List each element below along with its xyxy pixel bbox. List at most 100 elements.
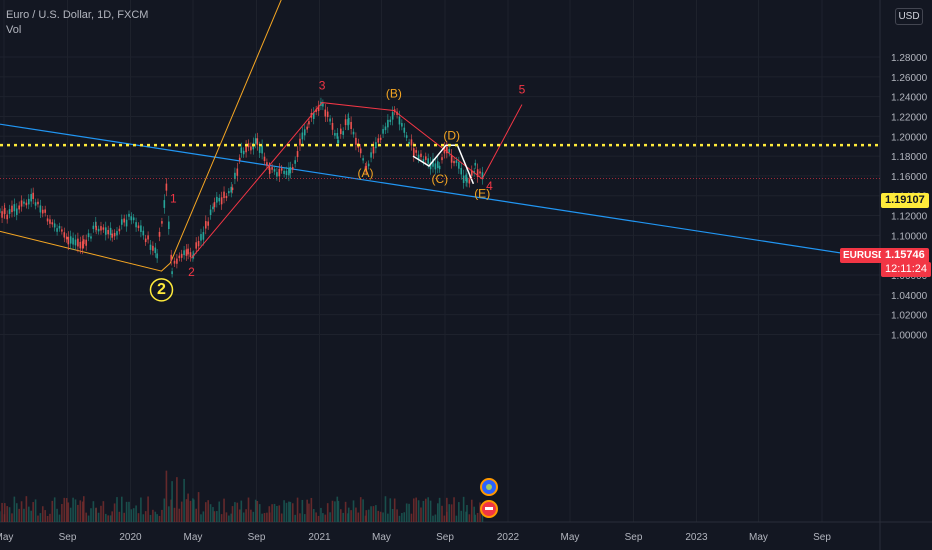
volume-bar [173,507,176,522]
candle-body [236,168,239,176]
candle-body [11,205,13,213]
volume-bar [81,501,84,522]
volume-bar [240,500,243,522]
volume-bar [104,513,107,522]
volume-bar [65,498,68,522]
volume-bar [92,501,95,522]
volume-bar [230,513,233,522]
price-tick-label: 1.28000 [891,53,928,64]
candle-body [109,227,112,235]
volume-bar [317,515,320,522]
price-tick-label: 1.18000 [891,152,928,163]
volume-bar [72,497,74,522]
candle-body [111,233,113,238]
time-tick-label: Sep [59,532,77,543]
candle-body [18,205,20,210]
volume-series [0,470,484,522]
candle-body [337,140,340,144]
volume-bar [393,498,396,522]
volume-bar [254,499,257,522]
volume-bar [183,478,185,522]
candle-body [176,258,178,264]
volume-bar [192,499,195,522]
volume-bar [391,509,394,522]
candle-body [322,103,324,107]
candle-body [268,167,271,174]
candle-body [128,213,130,217]
last-price-tag: 1.15746 [881,248,929,263]
volume-bar [342,512,344,522]
volume-bar [266,512,268,522]
volume-bar [473,506,475,522]
candle-body [391,112,394,120]
currency-button[interactable]: USD [895,8,923,25]
candle-body [63,232,66,238]
volume-bar [453,497,455,522]
volume-bar [178,508,181,522]
candle-body [163,200,166,208]
volume-bar [85,512,87,522]
volume-bar [63,497,66,522]
candle-body [288,167,290,176]
candle-body [218,197,221,202]
candle-body [65,236,68,240]
volume-bar [109,515,112,522]
volume-bar [336,496,339,522]
volume-bar [107,515,109,522]
volume-bar [443,515,446,522]
candle-body [474,162,477,166]
candle-body [69,236,72,244]
volume-bar [34,499,37,522]
candle-body [283,170,285,174]
volume-bar [450,504,453,522]
volume-bar [446,497,448,522]
candle-body [250,146,252,151]
volume-bar [218,501,221,522]
volume-bar [347,507,350,522]
price-tick-label: 1.10000 [891,231,928,242]
candle-body [46,218,49,222]
candle-body [3,207,6,214]
volume-bar [367,509,370,522]
price-tick-label: 1.22000 [891,112,928,123]
volume-bar [285,502,288,522]
candle-body [74,239,77,246]
candle-body [168,221,170,230]
candle-body [135,222,137,228]
volume-bar [90,508,92,522]
volume-bar [61,503,63,522]
volume-bar [51,500,54,522]
volume-bar [111,511,113,522]
volume-bar [432,515,434,522]
candle-body [149,244,152,250]
candle-body [405,135,408,138]
volume-bar [362,499,364,522]
candle-body [118,228,121,232]
candle-body [415,150,417,153]
time-tick-label: May [0,532,13,543]
volume-bar [220,514,223,522]
volume-bar [415,497,417,522]
volume-bar [37,515,39,522]
candle-body [180,253,183,258]
time-tick-label: 2020 [119,532,142,543]
candle-body [228,191,230,194]
volume-bar [370,506,372,522]
candle-body [230,186,233,193]
time-tick-label: Sep [248,532,266,543]
price-tick-label: 1.20000 [891,132,928,143]
volume-indicator-label[interactable]: Vol [6,24,22,36]
level-price-tag: 1.19107 [881,193,929,208]
candle-body [470,170,473,176]
candle-body [81,241,84,249]
candle-body [476,169,479,177]
candle-body [67,236,70,245]
volume-bar [204,502,207,522]
us-flag-icon[interactable] [480,500,498,518]
earnings-earth-icon[interactable] [480,478,498,496]
volume-bar [306,499,308,522]
candle-body [387,119,389,128]
volume-bar [379,511,382,522]
candle-body [6,214,8,220]
